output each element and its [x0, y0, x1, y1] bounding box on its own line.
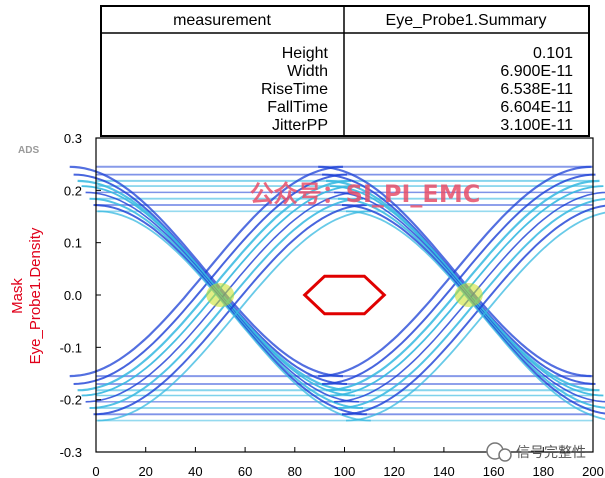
y-axis-label: Mask Eye_Probe1.Density	[9, 227, 44, 364]
table-row-value: 6.604E-11	[500, 99, 573, 116]
y-tick-label: -0.1	[60, 340, 82, 355]
table-row-value: 6.900E-11	[500, 63, 573, 80]
plot-area: 0 20 40 60 80 100 120 140 160 180 200 0.3 0.2 0.1 0.0 -…	[60, 131, 605, 478]
table-row-name: Height	[282, 45, 329, 62]
summary-table: measurement Eye_Probe1.Summary Height 0.…	[100, 5, 590, 137]
table-row-value: 0.101	[533, 45, 573, 62]
y-tick-label: 0.0	[64, 288, 82, 303]
y-tick-label: 0.2	[64, 183, 82, 198]
ads-label: ADS	[18, 145, 39, 156]
x-tick-label: 60	[238, 464, 252, 478]
table-border	[100, 5, 590, 137]
eye-trace	[69, 165, 344, 378]
crossing-hotspot	[454, 283, 483, 307]
table-row-value: 3.100E-11	[500, 117, 573, 134]
axis-ticks: 0 20 40 60 80 100 120 140 160 180 200 0.3 0.2 0.1 0.0 -…	[60, 131, 604, 478]
x-tick-label: 200	[582, 464, 604, 478]
eye-mask	[302, 274, 387, 316]
eye-traces	[69, 165, 605, 422]
crossing-hotspot	[206, 283, 235, 307]
table-row-value: 6.538E-11	[500, 81, 573, 98]
y-tick-label: 0.1	[64, 236, 82, 251]
x-tick-label: 100	[334, 464, 356, 478]
x-tick-label: 40	[188, 464, 202, 478]
table-row-name: Width	[287, 63, 328, 80]
x-tick-label: 180	[532, 464, 554, 478]
x-tick-label: 0	[92, 464, 99, 478]
table-row-name: JitterPP	[272, 117, 328, 134]
x-tick-label: 120	[383, 464, 405, 478]
eye-trace	[97, 210, 371, 422]
table-row-name: RiseTime	[261, 81, 328, 98]
x-tick-label: 140	[433, 464, 455, 478]
y-axis-label-line-2: Eye_Probe1.Density	[27, 227, 44, 364]
eye-trace	[318, 165, 592, 378]
brand-label: 信号完整性	[516, 445, 586, 461]
y-tick-label: -0.2	[60, 393, 82, 408]
x-tick-label: 160	[483, 464, 505, 478]
wechat-icon-bubble	[498, 448, 512, 462]
table-header-measurement: measurement	[173, 12, 271, 29]
eye-trace	[341, 204, 605, 415]
x-tick-label: 20	[138, 464, 152, 478]
eye-trace	[93, 204, 367, 416]
y-tick-label: -0.3	[60, 445, 82, 460]
y-axis-label-line-1: Mask	[9, 278, 26, 314]
table-header-summary: Eye_Probe1.Summary	[386, 12, 547, 29]
watermark-text: 公众号：SI_PI_EMC	[250, 180, 481, 208]
table-row-name: FallTime	[267, 99, 328, 116]
x-tick-label: 80	[288, 464, 302, 478]
y-tick-label: 0.3	[64, 131, 82, 146]
eye-trace	[345, 210, 605, 421]
brand-badge: 信号完整性	[486, 442, 586, 462]
mask-layer	[302, 274, 387, 316]
